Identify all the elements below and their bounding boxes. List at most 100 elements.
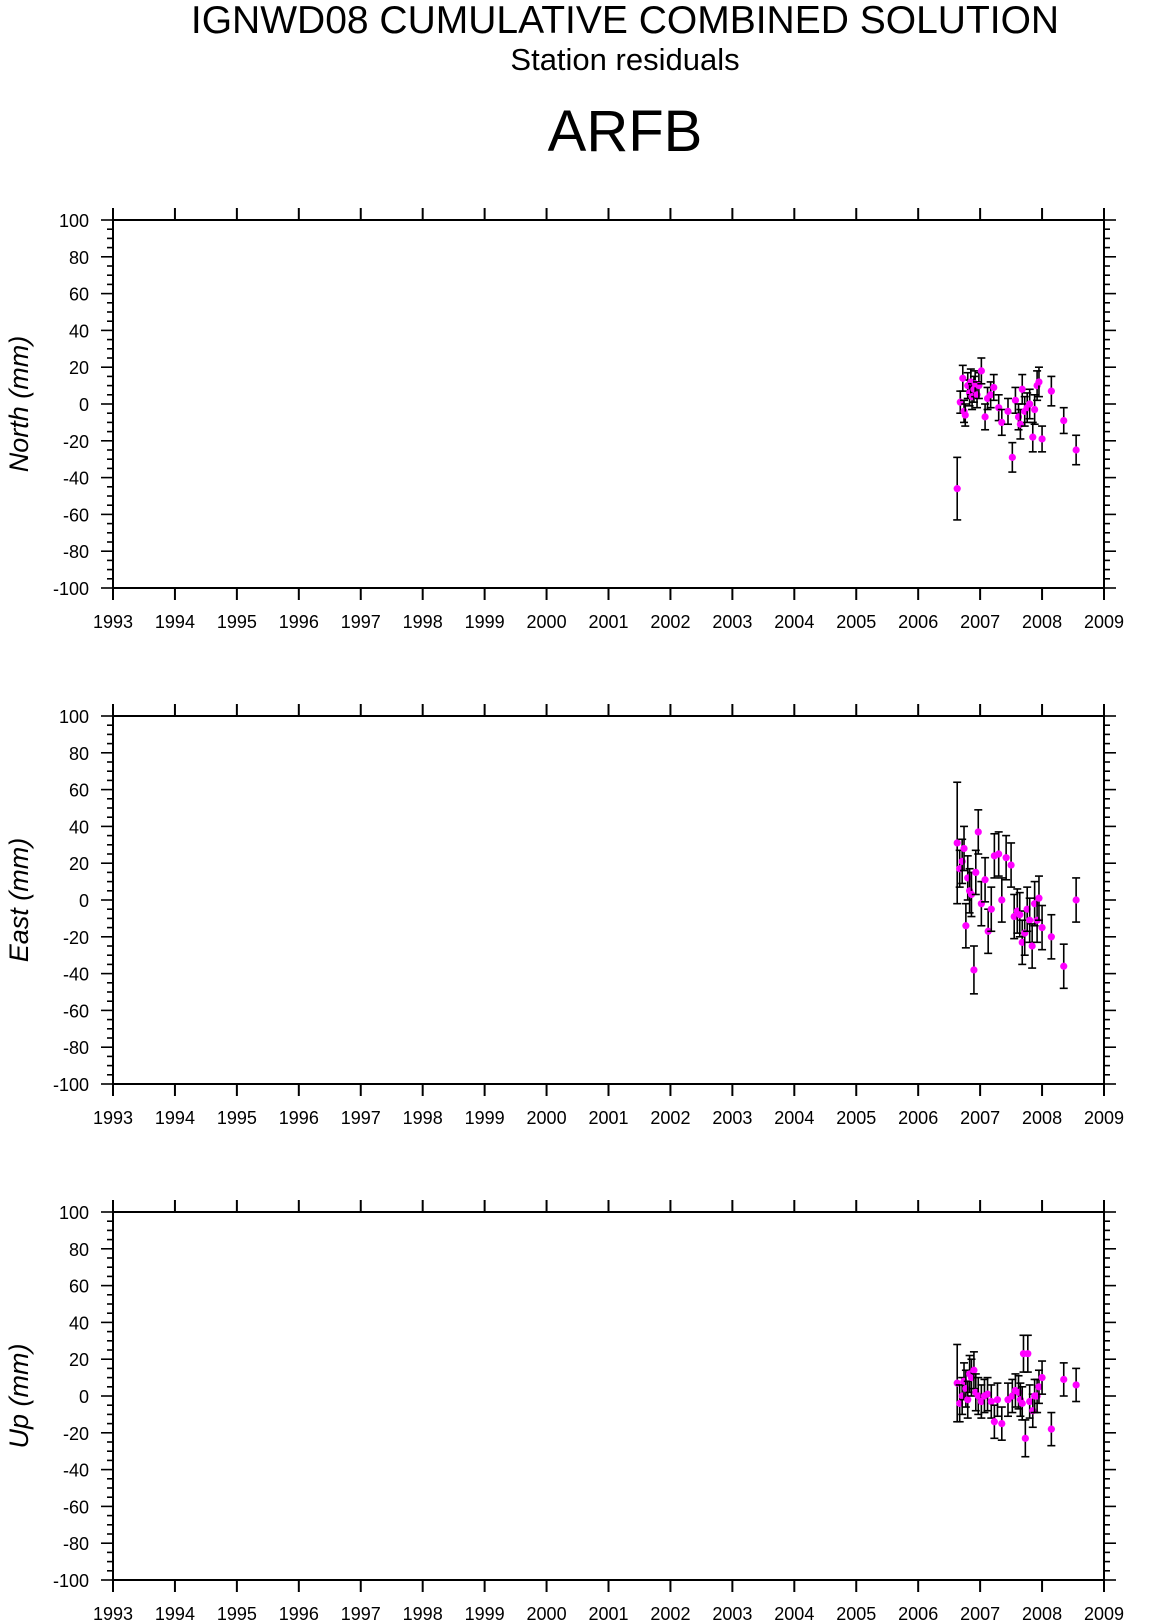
data-point [1035,894,1043,902]
x-tick-label: 2008 [1022,1108,1062,1128]
panel-up: 1993 1994 1995 1996 1997 1998 1999 2000 2001 2002… [4,1200,1124,1621]
y-tick-label: 40 [69,321,89,341]
y-tick-label: 80 [69,248,89,268]
y-tick-label: -20 [63,432,89,452]
data-point [995,850,1003,858]
data-point [1035,378,1043,386]
y-tick-label: -80 [63,1038,89,1058]
data-point [962,922,970,930]
x-tick-label: 1996 [279,1604,319,1621]
x-tick-label: 2002 [650,1604,690,1621]
data-point [1028,942,1036,950]
plot-frame [112,715,1105,1085]
data-point [1024,1350,1032,1358]
data-point [1038,924,1046,932]
x-tick-label: 2007 [960,1604,1000,1621]
x-tick-label: 2005 [836,1604,876,1621]
data-point [1072,896,1080,904]
x-tick-label: 1995 [217,1108,257,1128]
data-point [1047,933,1055,941]
x-tick-label: 2007 [960,1108,1000,1128]
data-point [1029,433,1037,441]
plot-frame [112,219,1105,589]
x-tick-label: 2007 [960,612,1000,632]
data-point [961,411,969,419]
x-tick-label: 1999 [465,1604,505,1621]
data-point [981,876,989,884]
data-point [1031,405,1039,414]
x-tick-label: 2001 [588,1604,628,1621]
x-tick-label: 2009 [1084,1108,1124,1128]
y-tick-label: -100 [53,1075,89,1095]
data-point [998,896,1006,904]
x-tick-label: 2005 [836,612,876,632]
x-tick-label: 2006 [898,612,938,632]
x-tick-label: 1993 [93,1604,133,1621]
y-tick-label: 100 [59,1203,89,1223]
y-tick-label: 40 [69,1313,89,1333]
x-tick-label: 1995 [217,612,257,632]
data-point [953,485,961,493]
data-point [990,1418,998,1426]
y-tick-label: -60 [63,1497,89,1517]
y-tick-label: 40 [69,817,89,837]
x-tick-label: 1994 [155,1604,195,1621]
panel-north: 1993 1994 1995 1996 1997 1998 1999 2000 2001 2002… [4,208,1124,632]
data-point [1008,453,1016,461]
x-tick-label: 2009 [1084,1604,1124,1621]
x-tick-label: 1996 [279,1108,319,1128]
x-tick-label: 2000 [527,612,567,632]
x-tick-label: 1993 [93,1108,133,1128]
x-tick-label: 2006 [898,1108,938,1128]
main-title: IGNWD08 CUMULATIVE COMBINED SOLUTION [190,0,1060,42]
x-tick-label: 1994 [155,612,195,632]
data-point [977,1397,985,1406]
x-tick-label: 2001 [588,1108,628,1128]
y-tick-label: -20 [63,1424,89,1444]
y-tick-label: -100 [53,1571,89,1591]
x-tick-label: 1997 [341,612,381,632]
y-tick-label: -40 [63,1461,89,1481]
y-tick-label: 60 [69,1277,89,1297]
data-point [987,905,995,913]
x-tick-label: 1999 [465,1108,505,1128]
data-point [993,1396,1002,1404]
y-tick-label: 60 [69,285,89,305]
data-point [1007,861,1015,869]
x-tick-label: 2006 [898,1604,938,1621]
y-tick-label: -80 [63,542,89,562]
data-point [1038,435,1046,443]
data-point [970,966,978,974]
x-tick-label: 2000 [527,1108,567,1128]
data-point [998,418,1006,426]
x-tick-label: 1998 [403,1108,443,1128]
data-point [1060,416,1068,425]
data-point [967,890,976,899]
y-tick-label: -60 [63,1001,89,1021]
data-point [964,1396,972,1404]
x-tick-label: 2003 [712,1604,752,1621]
x-tick-label: 2003 [712,1108,752,1128]
data-point [1018,385,1026,393]
plot-frame [112,1211,1105,1581]
data-point [970,1366,978,1374]
x-tick-label: 1996 [279,612,319,632]
y-axis-label: East (mm) [4,838,34,963]
x-tick-label: 2004 [774,612,814,632]
y-tick-label: 0 [79,1387,89,1407]
data-point [1008,1392,1016,1400]
data-point [974,1392,982,1400]
y-tick-label: 20 [69,358,89,378]
x-tick-label: 2004 [774,1604,814,1621]
x-tick-label: 2008 [1022,612,1062,632]
x-tick-label: 2004 [774,1108,814,1128]
data-point [1047,1425,1055,1433]
y-axis-label: North (mm) [4,336,34,473]
data-point [1038,1374,1046,1382]
x-tick-label: 2008 [1022,1604,1062,1621]
y-tick-label: 80 [69,744,89,764]
data-point [1016,911,1024,919]
x-tick-label: 2001 [588,612,628,632]
data-point [959,374,967,382]
